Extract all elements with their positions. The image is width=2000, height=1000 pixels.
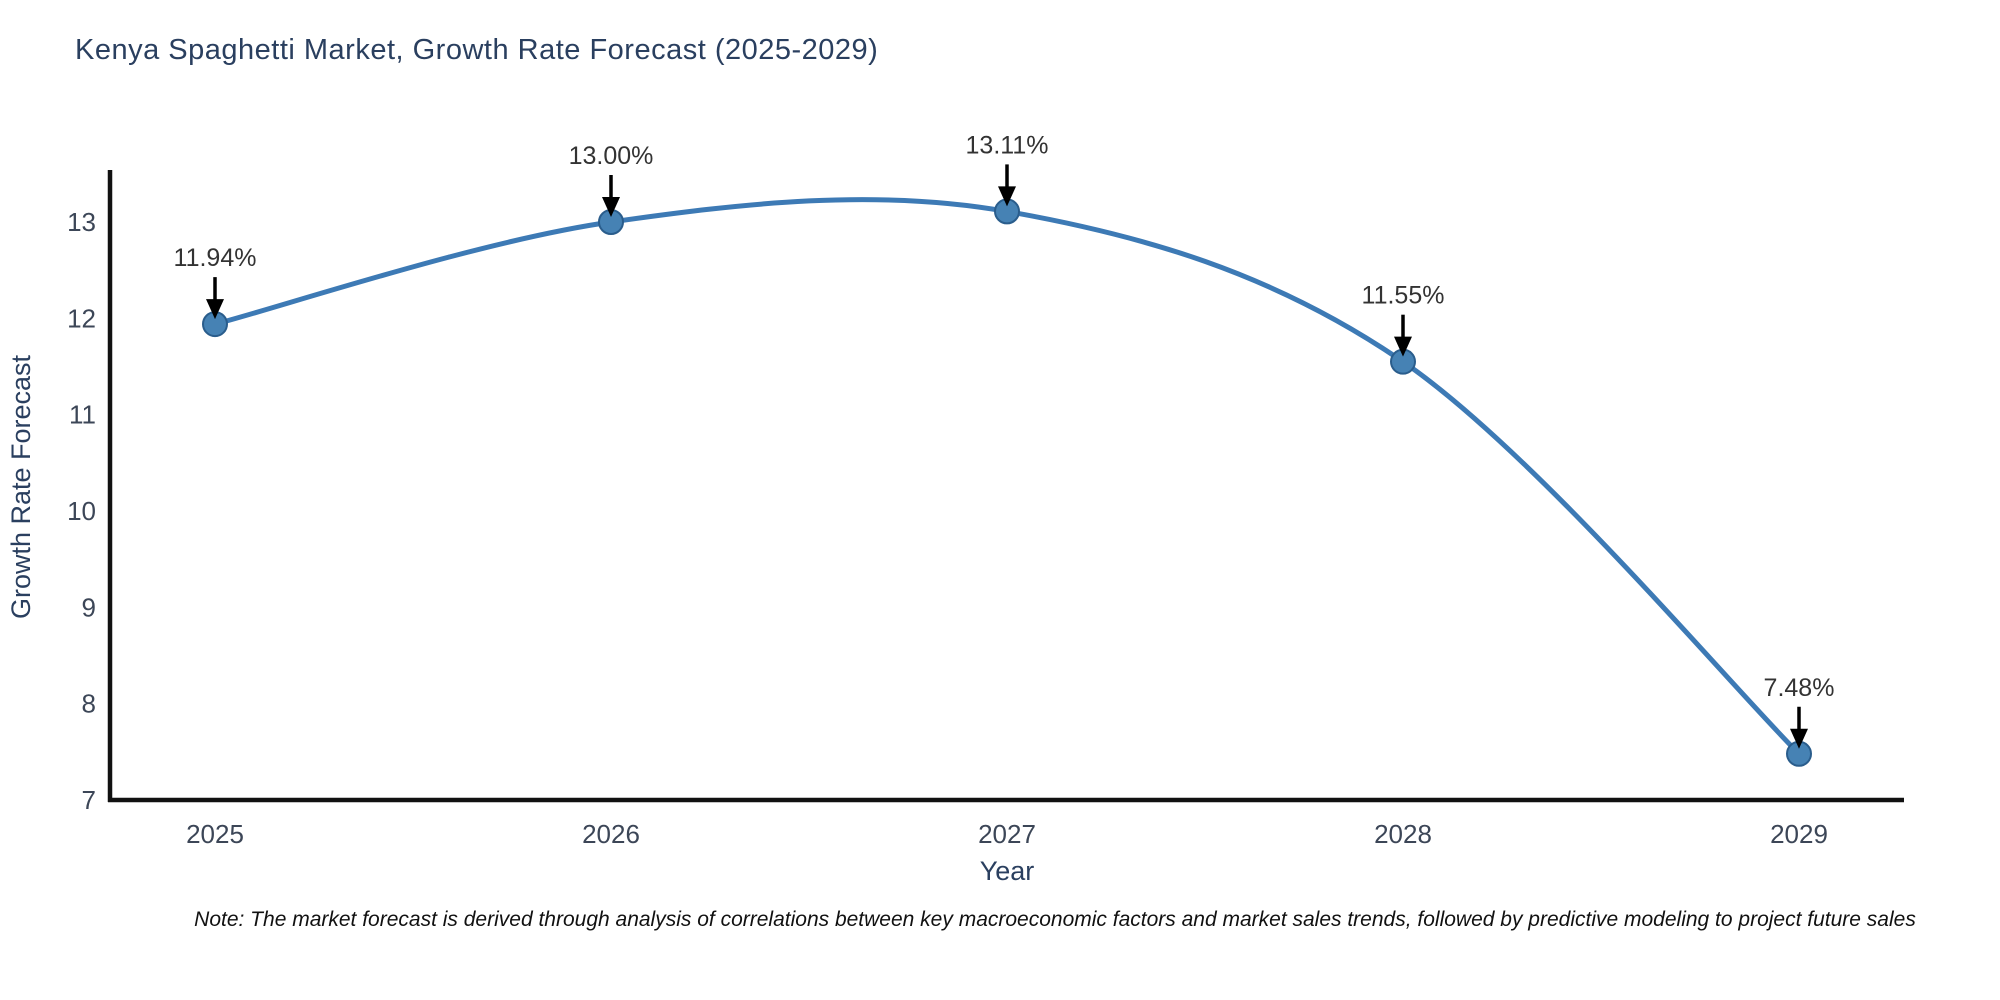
annotation-arrowhead-icon xyxy=(1394,336,1412,357)
y-tick-label: 10 xyxy=(67,496,96,526)
annotation-2026: 13.00% xyxy=(569,142,654,217)
annotation-label: 7.48% xyxy=(1764,674,1835,702)
annotation-2028: 11.55% xyxy=(1362,282,1445,357)
annotation-label: 11.55% xyxy=(1362,282,1445,310)
x-tick-label: 2027 xyxy=(978,819,1036,849)
y-tick-label: 7 xyxy=(82,785,96,815)
x-tick-label: 2026 xyxy=(582,819,640,849)
x-tick-label: 2028 xyxy=(1374,819,1432,849)
annotation-arrowhead-icon xyxy=(998,186,1016,207)
y-axis-title: Growth Rate Forecast xyxy=(6,354,36,619)
chart-title: Kenya Spaghetti Market, Growth Rate Fore… xyxy=(75,34,879,66)
x-tick-label: 2029 xyxy=(1770,819,1828,849)
annotation-arrowhead-icon xyxy=(602,197,620,217)
y-tick-label: 8 xyxy=(82,689,96,719)
annotation-arrowhead-icon xyxy=(206,299,224,320)
annotation-label: 11.94% xyxy=(174,244,257,272)
x-tick-label: 2025 xyxy=(186,819,244,849)
y-tick-label: 13 xyxy=(67,207,96,237)
annotation-2029: 7.48% xyxy=(1764,674,1835,749)
annotation-label: 13.00% xyxy=(569,142,654,170)
annotation-arrowhead-icon xyxy=(1790,728,1808,749)
annotation-2027: 13.11% xyxy=(966,131,1049,207)
x-axis-title: Year xyxy=(980,856,1035,886)
y-tick-label: 11 xyxy=(69,400,96,430)
trend-line xyxy=(212,197,1802,757)
y-tick-label: 12 xyxy=(67,303,96,333)
y-tick-label: 9 xyxy=(82,592,96,622)
annotation-2025: 11.94% xyxy=(174,244,257,320)
chart-footnote: Note: The market forecast is derived thr… xyxy=(194,908,1916,931)
annotation-label: 13.11% xyxy=(966,131,1049,159)
